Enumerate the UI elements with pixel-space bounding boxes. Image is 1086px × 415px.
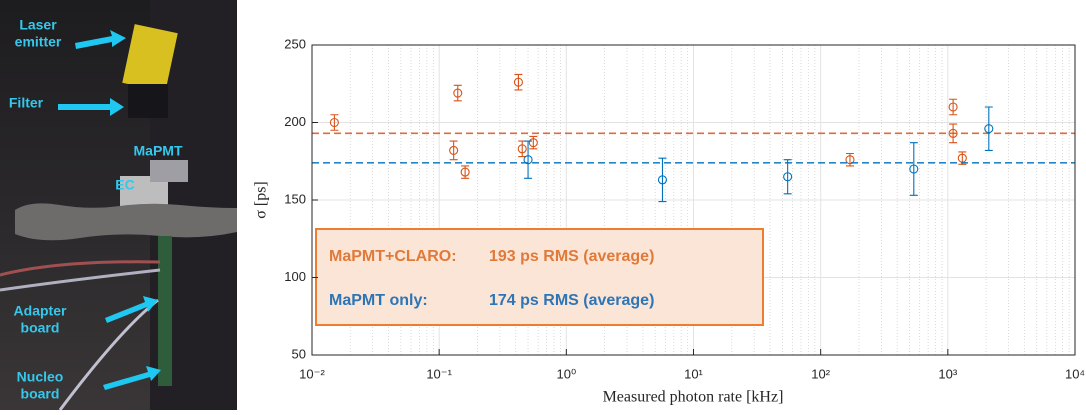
mapmt bbox=[150, 160, 188, 182]
error-bar bbox=[949, 123, 958, 144]
legend-average: 174 ps RMS (average) bbox=[489, 292, 654, 309]
y-tick-label: 150 bbox=[284, 191, 306, 206]
x-tick-label: 10⁻¹ bbox=[426, 366, 452, 381]
x-tick-label: 10³ bbox=[938, 366, 957, 381]
marks bbox=[312, 73, 1075, 203]
error-bar bbox=[783, 159, 792, 195]
y-tick-label: 200 bbox=[284, 114, 306, 129]
data-point bbox=[657, 175, 668, 185]
arrows bbox=[58, 30, 161, 390]
legend-label: MaPMT+CLARO: bbox=[329, 248, 457, 265]
cable bbox=[0, 260, 161, 277]
data-point bbox=[948, 102, 958, 112]
x-tick-label: 10⁻² bbox=[299, 366, 325, 381]
arrow bbox=[103, 366, 161, 390]
data-point bbox=[528, 138, 538, 148]
arrow bbox=[75, 30, 126, 49]
y-tick-label: 250 bbox=[284, 36, 306, 51]
x-tick-label: 10² bbox=[811, 366, 830, 381]
data-point bbox=[329, 117, 339, 128]
x-tick-label: 10⁴ bbox=[1065, 366, 1085, 381]
photo-label: EC bbox=[115, 177, 134, 193]
data-point bbox=[517, 144, 527, 154]
data-point bbox=[948, 128, 958, 138]
data-point bbox=[909, 164, 919, 174]
error-bar bbox=[514, 73, 523, 91]
photo-label: emitter bbox=[15, 34, 62, 50]
cable bbox=[0, 268, 161, 292]
error-bar bbox=[524, 140, 533, 179]
data-point bbox=[453, 88, 463, 98]
x-tick-label: 10¹ bbox=[684, 366, 703, 381]
error-bar bbox=[949, 98, 958, 116]
error-bar bbox=[449, 140, 458, 161]
data-point bbox=[513, 77, 523, 87]
error-bar bbox=[330, 114, 339, 131]
y-axis-label: σ [ps] bbox=[253, 181, 270, 219]
x-tick-label: 10⁰ bbox=[556, 366, 576, 381]
error-bar bbox=[909, 142, 918, 196]
photo-label: board bbox=[21, 320, 60, 336]
x-axis-label: Measured photon rate [kHz] bbox=[603, 389, 784, 406]
legend-label: MaPMT only: bbox=[329, 292, 428, 309]
legend-average: 193 ps RMS (average) bbox=[489, 248, 654, 265]
data-point bbox=[783, 172, 793, 182]
photo-label: Adapter bbox=[14, 303, 67, 319]
photo-label: Filter bbox=[9, 95, 44, 111]
photo-label: board bbox=[21, 386, 60, 402]
laser-body bbox=[122, 24, 178, 92]
foam bbox=[15, 203, 237, 241]
photo-label: Laser bbox=[19, 17, 57, 33]
error-bar bbox=[453, 84, 462, 102]
error-bar bbox=[984, 106, 993, 151]
y-tick-label: 50 bbox=[292, 346, 306, 361]
y-tick-label: 100 bbox=[284, 269, 306, 284]
arrow bbox=[58, 98, 124, 116]
board bbox=[158, 236, 172, 386]
photo-label: Nucleo bbox=[17, 369, 64, 385]
photo bbox=[0, 0, 237, 411]
data-point bbox=[845, 155, 855, 165]
data-point bbox=[523, 155, 533, 165]
data-point bbox=[460, 167, 470, 177]
data-point bbox=[449, 145, 459, 155]
error-bar bbox=[658, 157, 667, 203]
data-point bbox=[984, 124, 994, 134]
legend-box bbox=[315, 228, 764, 326]
arrow bbox=[105, 296, 158, 323]
filter-body bbox=[128, 84, 168, 118]
photo-label: MaPMT bbox=[134, 143, 183, 159]
